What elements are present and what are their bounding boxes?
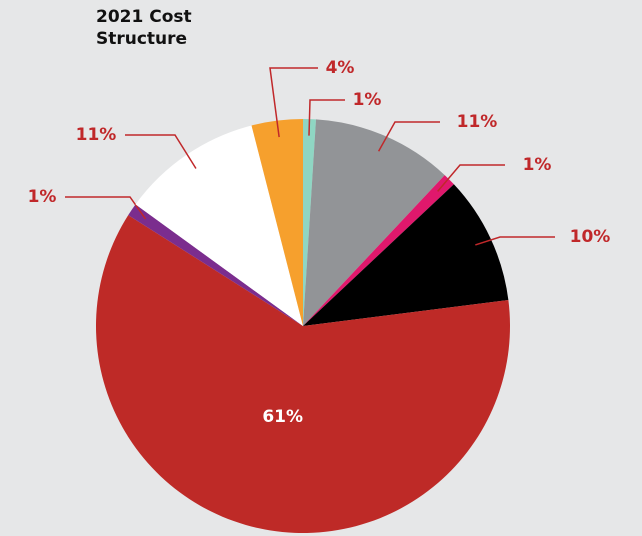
leader-line: [308, 99, 345, 136]
data-label: 4%: [326, 58, 355, 78]
pie-slice: [303, 175, 454, 326]
leader-line: [475, 236, 555, 246]
data-label: 61%: [262, 407, 303, 427]
data-label: 10%: [570, 227, 611, 247]
chart-title: 2021 Cost Structure: [96, 7, 192, 49]
data-label: 11%: [76, 125, 117, 145]
pie-slice: [303, 119, 316, 326]
leader-line: [65, 196, 147, 220]
pie-slice: [251, 119, 303, 326]
pie-slice: [128, 204, 303, 326]
data-label: 1%: [523, 155, 552, 175]
data-label: 1%: [353, 90, 382, 110]
pie-slice: [135, 125, 303, 326]
data-label: 11%: [457, 112, 498, 132]
leader-line: [269, 67, 318, 138]
data-label: 1%: [28, 187, 57, 207]
pie-slice: [303, 184, 509, 326]
leader-line: [125, 134, 197, 169]
pie-slice: [95, 215, 510, 533]
leader-line: [437, 164, 505, 192]
leader-line: [377, 121, 440, 152]
pie-slice: [303, 119, 445, 326]
